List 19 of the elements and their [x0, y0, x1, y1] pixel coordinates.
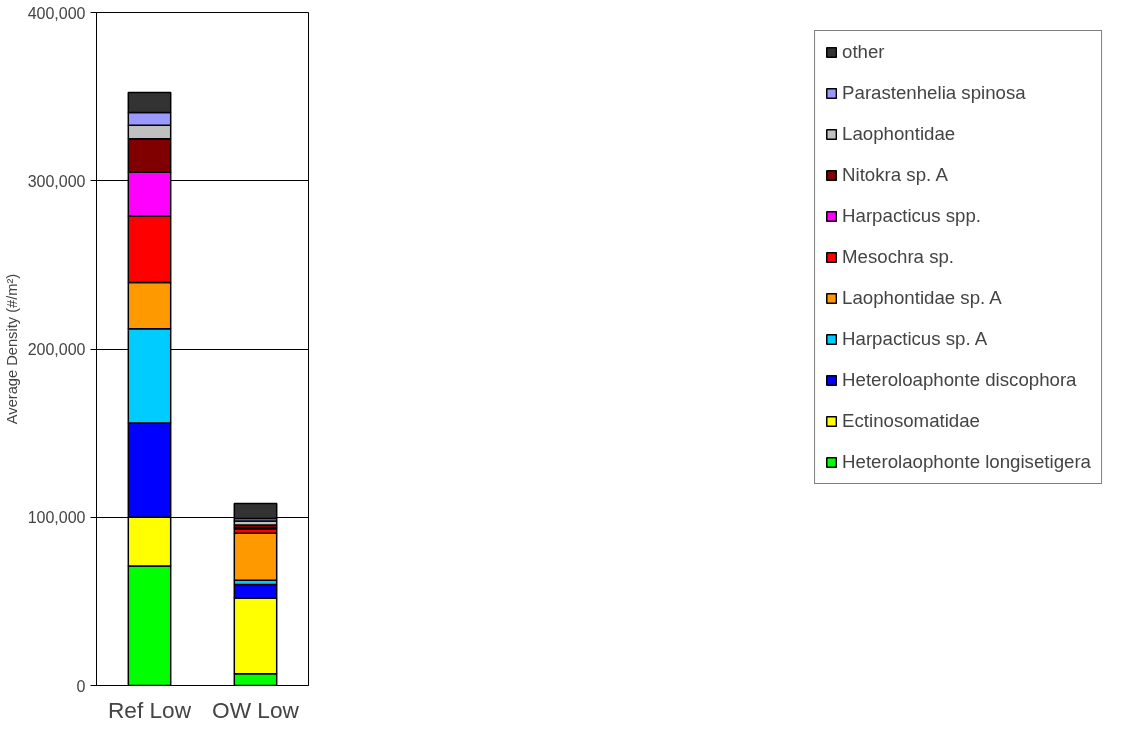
x-tick-label: OW Low: [212, 696, 300, 723]
legend-label: Ectinosomatidae: [842, 410, 980, 432]
y-axis-title: Average Density (#/m²): [3, 273, 20, 425]
legend-label: Harpacticus spp.: [842, 205, 982, 227]
x-tick-label: Ref Low: [107, 696, 192, 723]
y-tick-label: 300,000: [27, 172, 86, 190]
legend-label: Mesochra sp.: [842, 246, 955, 268]
y-tick-label: 0: [76, 677, 86, 695]
legend-label: other: [842, 41, 885, 63]
legend-label: Harpacticus sp. A: [842, 328, 988, 350]
legend-label: Heteroloaphonte discophora: [842, 369, 1077, 391]
legend-label: Parastenhelia spinosa: [842, 82, 1026, 104]
y-tick-label: 400,000: [27, 4, 86, 22]
legend-label: Nitokra sp. A: [842, 164, 948, 186]
legend-label: Laophontidae sp. A: [842, 287, 1002, 309]
y-tick-label: 100,000: [27, 509, 86, 527]
legend-label: Heterolaophonte longisetigera: [842, 451, 1091, 473]
legend-label: Laophontidae: [842, 123, 956, 145]
y-tick-label: 200,000: [27, 341, 86, 358]
